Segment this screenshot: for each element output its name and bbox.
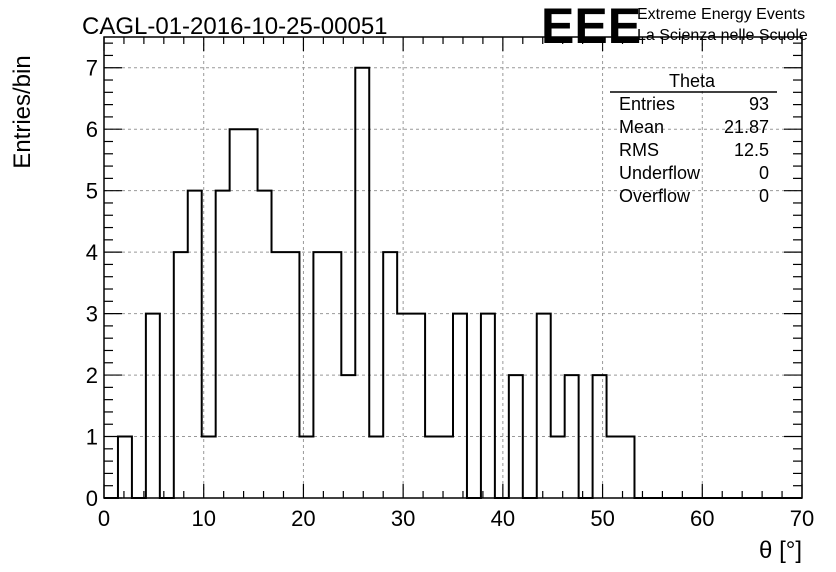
x-axis-label: θ [°] [759, 537, 802, 564]
histogram-bin-36 [607, 437, 621, 498]
stats-value-overflow: 0 [759, 186, 769, 206]
y-tick-label-4: 4 [86, 240, 98, 265]
x-tick-label-7: 70 [790, 506, 814, 531]
stats-label-overflow: Overflow [619, 186, 691, 206]
x-tick-label-0: 0 [98, 506, 110, 531]
y-axis-label: Entries/bin [9, 55, 36, 168]
histogram-bin-22 [411, 314, 425, 498]
histogram-bin-6 [188, 191, 202, 498]
stats-value-entries: 93 [749, 94, 769, 114]
histogram-bin-18 [355, 68, 369, 498]
histogram-line [104, 66, 802, 499]
histogram-bin-19 [369, 437, 383, 498]
histogram-bin-24 [439, 437, 453, 498]
histogram-bin-31 [537, 314, 551, 498]
y-tick-label-2: 2 [86, 363, 98, 388]
x-tick-label-4: 40 [491, 506, 515, 531]
stats-label-mean: Mean [619, 117, 664, 137]
histogram-bin-27 [481, 314, 495, 498]
histogram-bin-14 [299, 437, 313, 498]
histogram-bin-21 [397, 314, 411, 498]
histogram-bin-20 [383, 252, 397, 498]
histogram-bin-5 [174, 252, 188, 498]
stats-label-rms: RMS [619, 140, 659, 160]
histogram-bin-25 [453, 314, 467, 498]
y-tick-label-1: 1 [86, 425, 98, 450]
run-title: CAGL-01-2016-10-25-00051 [82, 13, 388, 40]
histogram-bin-17 [341, 375, 355, 498]
x-tick-label-5: 50 [590, 506, 614, 531]
y-tick-label-6: 6 [86, 117, 98, 142]
histogram-bin-1 [118, 437, 132, 498]
histogram-bins [118, 68, 635, 498]
y-tick-label-0: 0 [86, 486, 98, 511]
histogram-bin-11 [258, 191, 272, 498]
logo-line-1: Extreme Energy Events [637, 6, 805, 23]
axis-ticks [103, 37, 803, 499]
logo-line-2: La Scienza nelle Scuole [637, 27, 808, 44]
histogram-bin-23 [425, 437, 439, 498]
tick-labels: 0 10 20 30 40 50 60 70 0 1 2 3 4 5 6 7 [86, 56, 814, 531]
plot-frame [103, 36, 803, 499]
histogram-bin-3 [146, 314, 160, 498]
logo-mark: EEE [541, 0, 641, 54]
histogram-bin-8 [216, 191, 230, 498]
x-tick-label-2: 20 [291, 506, 315, 531]
stats-value-rms: 12.5 [734, 140, 769, 160]
stats-value-underflow: 0 [759, 163, 769, 183]
eee-logo: EEE Extreme Energy Events La Scienza nel… [541, 0, 808, 54]
stats-label-entries: Entries [619, 94, 675, 114]
stats-title: Theta [669, 71, 716, 91]
y-tick-label-3: 3 [86, 302, 98, 327]
stats-label-underflow: Underflow [619, 163, 701, 183]
x-tick-label-6: 60 [690, 506, 714, 531]
histogram-bin-37 [621, 437, 635, 498]
stats-value-mean: 21.87 [724, 117, 769, 137]
x-tick-label-1: 10 [191, 506, 215, 531]
histogram-bin-32 [551, 437, 565, 498]
y-tick-label-7: 7 [86, 56, 98, 81]
y-tick-label-5: 5 [86, 179, 98, 204]
stats-box: Theta Entries 93 Mean 21.87 RMS 12.5 Underflow… [610, 71, 777, 206]
x-tick-label-3: 30 [391, 506, 415, 531]
